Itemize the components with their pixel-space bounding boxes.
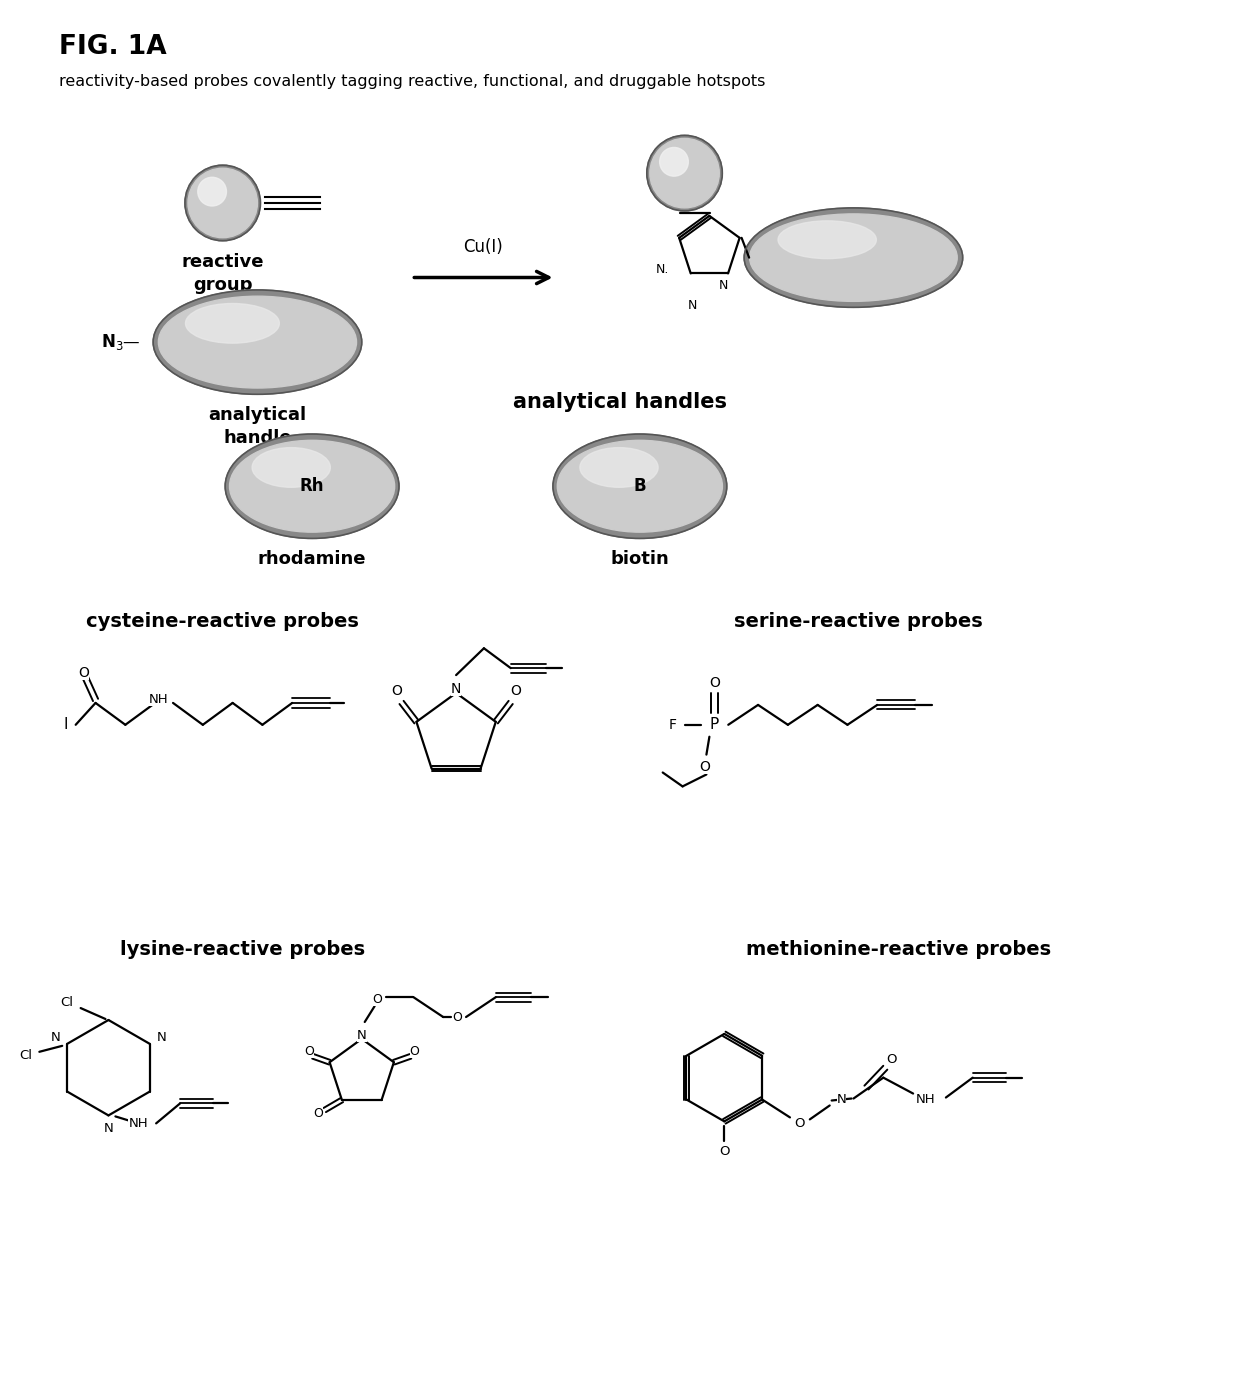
Text: N: N: [156, 1031, 166, 1043]
Text: Cu(I): Cu(I): [463, 237, 502, 255]
Text: Rh: Rh: [300, 477, 325, 495]
Text: O: O: [314, 1107, 322, 1121]
Text: cysteine-reactive probes: cysteine-reactive probes: [87, 613, 360, 632]
Text: O: O: [304, 1046, 314, 1058]
Text: NH: NH: [916, 1093, 936, 1105]
Text: O: O: [887, 1053, 897, 1067]
Text: O: O: [699, 759, 709, 774]
Ellipse shape: [186, 304, 279, 344]
Ellipse shape: [252, 447, 330, 487]
Text: N: N: [688, 299, 697, 312]
Circle shape: [188, 168, 258, 237]
Text: O: O: [409, 1046, 419, 1058]
Text: O: O: [78, 667, 89, 680]
Text: biotin: biotin: [610, 551, 670, 569]
Circle shape: [185, 166, 260, 240]
Text: I: I: [63, 718, 68, 733]
Text: Cl: Cl: [61, 995, 73, 1009]
Ellipse shape: [777, 221, 877, 258]
Text: O: O: [719, 1144, 729, 1158]
Text: reactivity-based probes covalently tagging reactive, functional, and druggable h: reactivity-based probes covalently taggi…: [58, 73, 765, 88]
Text: reactive
group
+: reactive group +: [181, 253, 264, 316]
Ellipse shape: [229, 440, 394, 533]
Text: B: B: [634, 477, 646, 495]
Text: N.: N.: [656, 264, 670, 276]
Circle shape: [647, 135, 723, 211]
Ellipse shape: [557, 440, 723, 533]
Text: methionine-reactive probes: methionine-reactive probes: [745, 941, 1050, 959]
Text: N: N: [357, 1029, 367, 1042]
Text: O: O: [709, 676, 719, 690]
Text: N: N: [51, 1031, 61, 1043]
Text: NH: NH: [129, 1116, 148, 1130]
Circle shape: [660, 148, 688, 177]
Text: serine-reactive probes: serine-reactive probes: [734, 613, 983, 632]
Text: rhodamine: rhodamine: [258, 551, 366, 569]
Ellipse shape: [580, 447, 658, 487]
Text: O: O: [373, 992, 383, 1006]
Text: N: N: [104, 1122, 113, 1136]
Ellipse shape: [226, 435, 399, 538]
Text: P: P: [709, 718, 719, 733]
Text: Cl: Cl: [19, 1049, 32, 1063]
Text: F: F: [668, 718, 677, 731]
Text: O: O: [795, 1116, 805, 1130]
Text: lysine-reactive probes: lysine-reactive probes: [120, 941, 365, 959]
Text: NH: NH: [149, 693, 167, 707]
Text: FIG. 1A: FIG. 1A: [58, 34, 166, 59]
Text: N: N: [718, 279, 728, 293]
Text: O: O: [391, 684, 402, 698]
Ellipse shape: [159, 297, 357, 388]
Text: O: O: [453, 1010, 463, 1024]
Text: O: O: [510, 684, 521, 698]
Ellipse shape: [154, 290, 362, 395]
Circle shape: [197, 177, 227, 206]
Text: N: N: [451, 682, 461, 696]
Text: N$_3$—: N$_3$—: [102, 333, 141, 352]
Ellipse shape: [744, 208, 962, 308]
Text: N: N: [837, 1093, 847, 1105]
Text: analytical
handle: analytical handle: [208, 406, 306, 447]
Text: analytical handles: analytical handles: [513, 392, 727, 411]
Circle shape: [650, 138, 719, 208]
Ellipse shape: [553, 435, 727, 538]
Ellipse shape: [750, 214, 957, 301]
